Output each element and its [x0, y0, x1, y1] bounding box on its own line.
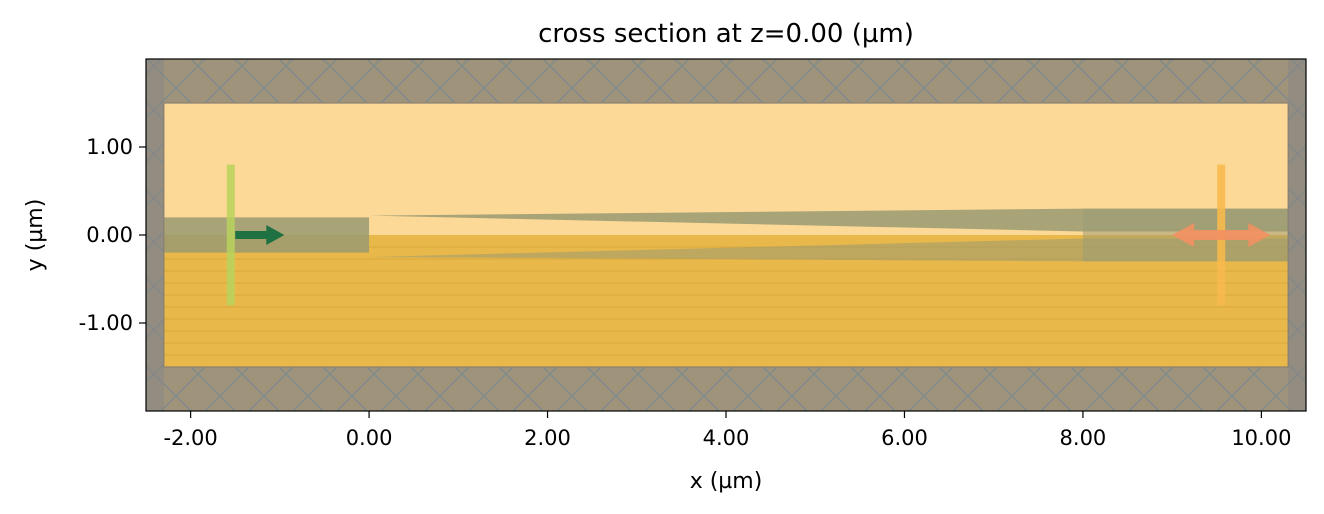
- monitor-direction-arrow: [1172, 223, 1271, 247]
- y-tick-label: 1.00: [86, 135, 133, 159]
- pml-right-edge: [1288, 59, 1306, 411]
- x-tick-label: 10.00: [1231, 426, 1291, 450]
- y-tick-label: 0.00: [86, 223, 133, 247]
- x-tick-label: 8.00: [1060, 426, 1107, 450]
- pml-left-edge: [146, 59, 164, 411]
- taper-lower: [369, 238, 1306, 262]
- simulation-domain-outline: [163, 102, 1289, 368]
- source-plane: [226, 164, 235, 306]
- x-tick-label: 6.00: [881, 426, 928, 450]
- taper-upper: [369, 208, 1306, 232]
- x-axis: -2.00 0.00 2.00 4.00 6.00 8.00 10.00: [163, 411, 1291, 450]
- source-direction-arrow: [235, 225, 285, 245]
- pml-bottom-hatch: [146, 367, 1306, 411]
- y-axis-label: y (µm): [23, 199, 48, 272]
- x-tick-label: -2.00: [163, 426, 217, 450]
- x-tick-label: 2.00: [524, 426, 571, 450]
- y-axis: 1.00 0.00 -1.00: [79, 135, 146, 335]
- chart-title: cross section at z=0.00 (µm): [538, 19, 914, 49]
- x-tick-label: 4.00: [703, 426, 750, 450]
- plot-area: [146, 59, 1306, 411]
- x-tick-label: 0.00: [346, 426, 393, 450]
- pml-top-hatch: [146, 59, 1306, 103]
- y-tick-label: -1.00: [79, 311, 133, 335]
- substrate-stripes: [163, 246, 1289, 356]
- x-axis-label: x (µm): [690, 469, 763, 494]
